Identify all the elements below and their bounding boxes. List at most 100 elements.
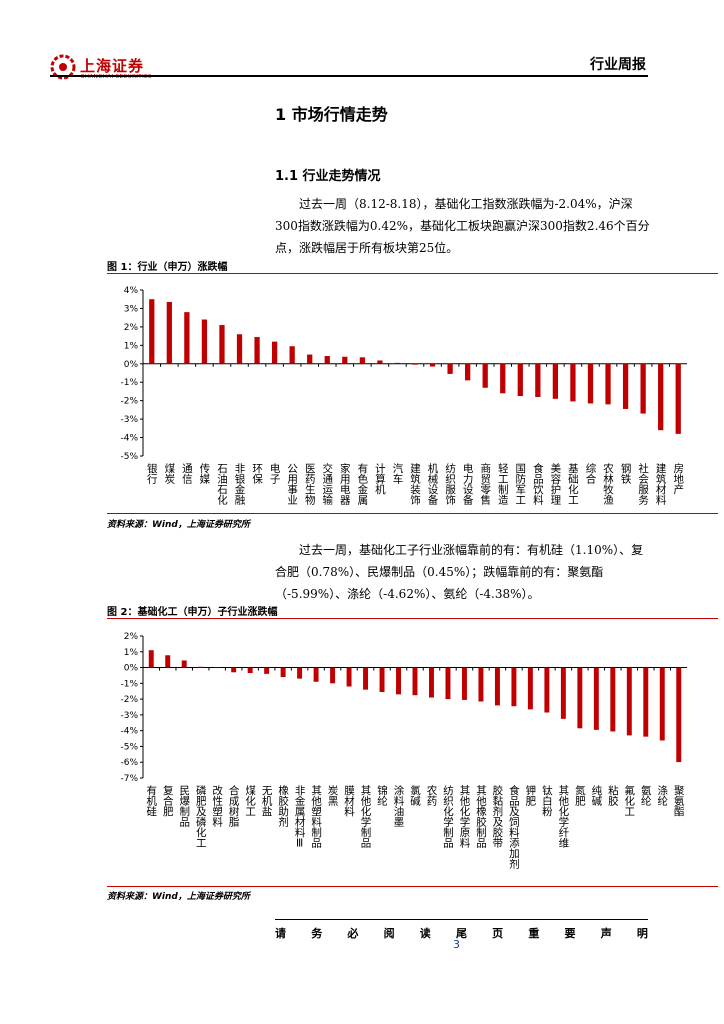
category-label: 钛白粉: [541, 784, 553, 817]
bar: [494, 667, 500, 706]
section-title: 1 市场行情走势: [275, 105, 388, 124]
bar: [465, 363, 471, 381]
category-label: 交通运输: [321, 462, 333, 506]
bar: [149, 299, 155, 364]
category-label: 石油石化: [216, 463, 228, 506]
category-label: 钢铁: [620, 462, 632, 485]
bar: [148, 650, 154, 668]
category-label: 食品及饲料添加剂: [508, 784, 520, 870]
category-label: 氟化工: [623, 784, 635, 816]
bar: [297, 667, 303, 679]
bar: [429, 667, 434, 698]
bar: [324, 356, 330, 364]
y-tick-label: -6%: [120, 758, 138, 768]
bar: [359, 357, 365, 364]
category-label: 基础化工: [567, 462, 579, 505]
bar: [527, 667, 533, 710]
bar: [447, 363, 453, 374]
category-label: 氨纶: [640, 784, 652, 806]
bar: [313, 667, 319, 682]
bar: [593, 667, 599, 730]
category-label: 美容护理: [549, 462, 561, 505]
category-label: 涂料油墨: [393, 784, 405, 827]
page-number: 3: [453, 938, 460, 951]
bar: [511, 667, 517, 707]
bar: [461, 667, 467, 700]
bar: [379, 667, 385, 693]
category-label: 有机硅: [145, 784, 157, 816]
y-tick-label: -3%: [120, 711, 138, 721]
bar: [236, 334, 243, 364]
figure-2-bottom-rule: [107, 886, 718, 887]
bar: [254, 337, 260, 364]
disclaimer-notice: 请务必阅读尾页重要声明: [275, 925, 648, 941]
category-label: 钾肥: [524, 784, 536, 807]
category-label: 汽车: [391, 462, 403, 485]
y-tick-label: -5%: [120, 452, 138, 462]
bar: [445, 667, 451, 700]
bar: [610, 667, 616, 732]
y-tick-label: -7%: [120, 774, 138, 784]
y-tick-label: -1%: [120, 378, 138, 388]
y-tick-label: -2%: [120, 695, 138, 705]
category-label: 聚氨酯: [673, 785, 685, 817]
bar: [412, 363, 418, 365]
figure-1-title: 图 1：行业（申万）涨跌幅: [107, 262, 228, 273]
category-label: 家用电器: [339, 462, 351, 506]
y-tick-label: -3%: [120, 415, 138, 425]
category-label: 银行: [146, 462, 158, 485]
category-label: 建筑装饰: [409, 462, 421, 506]
industry-change-bar-chart: 4% 3% 2% 1% 0% -1% -2% -3% -4% -5% 银行 煤炭 通信 传媒 石油石化 非银金…: [120, 286, 687, 506]
category-label: 其他化学原料: [458, 785, 470, 849]
y-tick-label: 2%: [124, 632, 139, 642]
bar: [280, 667, 286, 678]
disclaimer-char: 重: [528, 927, 540, 940]
bar: [377, 360, 383, 364]
figure-1-bottom-rule: [107, 513, 718, 514]
bar: [577, 667, 583, 729]
category-label: 合成树脂: [228, 784, 240, 828]
bar: [214, 667, 220, 669]
category-label: 非金属材料Ⅲ: [294, 785, 306, 850]
category-label: 复合肥: [162, 784, 174, 817]
subsection-title: 1.1 行业走势情况: [275, 169, 381, 184]
category-label: 社会服务: [637, 462, 649, 506]
category-label: 其他化学制品: [360, 785, 372, 849]
category-label: 橡胶助剂: [277, 784, 289, 828]
disclaimer-char: 尾: [455, 927, 467, 940]
brand-name-en: SHANGHAI SECURITIES: [81, 74, 152, 80]
y-tick-label: 0%: [124, 360, 139, 370]
category-label: 磷肥及磷化工: [195, 784, 207, 848]
figure-2-top-rule: [107, 618, 718, 619]
header-divider: [50, 75, 648, 77]
y-tick-label: 0%: [124, 664, 139, 674]
category-label: 国防军工: [514, 463, 526, 505]
category-label: 纺织服饰: [444, 462, 456, 506]
bar: [166, 301, 172, 364]
bar: [184, 312, 190, 364]
category-label: 农林牧渔: [602, 462, 614, 506]
category-label: 粘胶: [607, 784, 619, 807]
figure-2-title: 图 2：基础化工（申万）子行业涨跌幅: [107, 607, 278, 618]
bar: [271, 341, 278, 364]
bar: [330, 667, 336, 684]
category-label: 建筑材料: [655, 462, 667, 506]
disclaimer-char: 务: [311, 927, 323, 940]
category-label: 其他橡胶制品: [475, 785, 487, 849]
category-label: 计算机: [374, 462, 386, 495]
bar: [676, 667, 682, 763]
category-label: 纯碱: [590, 784, 602, 807]
category-label: 锦纶: [376, 784, 388, 806]
disclaimer-char: 请: [275, 927, 286, 940]
category-label: 无机盐: [261, 785, 273, 817]
bar: [394, 362, 401, 364]
bar: [675, 363, 681, 434]
category-label: 房地产: [672, 462, 684, 495]
y-tick-label: 1%: [124, 341, 139, 351]
bar: [643, 667, 649, 737]
disclaimer-char: 必: [347, 927, 359, 940]
bar: [231, 667, 237, 673]
bar: [482, 363, 488, 388]
category-label: 其他化学纤维: [557, 785, 569, 848]
category-label: 改性塑料: [211, 784, 223, 828]
